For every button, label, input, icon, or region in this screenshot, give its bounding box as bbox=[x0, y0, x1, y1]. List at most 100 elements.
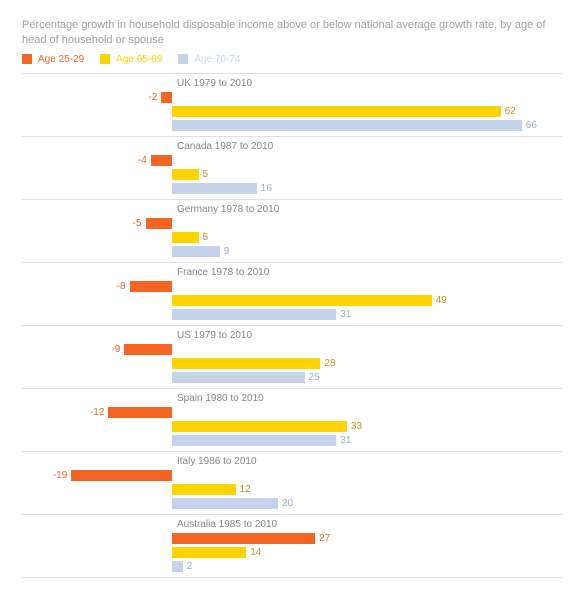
bar-row: 49 bbox=[22, 294, 562, 307]
value-label: -12 bbox=[90, 406, 104, 419]
value-label: 62 bbox=[505, 105, 516, 118]
chart-title: Percentage growth in household disposabl… bbox=[22, 18, 562, 48]
bar bbox=[172, 484, 236, 495]
value-label: -8 bbox=[117, 280, 126, 293]
value-label: 25 bbox=[309, 371, 320, 384]
bar bbox=[172, 372, 305, 383]
legend-swatch bbox=[22, 54, 32, 64]
value-label: 27 bbox=[319, 532, 330, 545]
bar-row: 14 bbox=[22, 546, 562, 559]
bar bbox=[172, 561, 183, 572]
bar bbox=[172, 309, 336, 320]
bar bbox=[172, 246, 220, 257]
chart-group: France 1978 to 2010 -8 49 31 bbox=[22, 262, 562, 325]
legend-item-70-74: Age 70-74 bbox=[178, 54, 240, 65]
bar bbox=[172, 421, 347, 432]
value-label: -19 bbox=[53, 469, 67, 482]
group-label: Canada 1987 to 2010 bbox=[177, 141, 562, 152]
bar bbox=[172, 547, 246, 558]
group-label: Australia 1985 to 2010 bbox=[177, 519, 562, 530]
chart-group: UK 1979 to 2010 -2 62 66 bbox=[22, 73, 562, 136]
bar-row: -19 bbox=[22, 469, 562, 482]
legend-label: Age 70-74 bbox=[194, 54, 240, 65]
bar bbox=[124, 344, 172, 355]
group-label: UK 1979 to 2010 bbox=[177, 78, 562, 89]
bar-row: 31 bbox=[22, 434, 562, 447]
group-label: US 1979 to 2010 bbox=[177, 330, 562, 341]
value-label: 12 bbox=[240, 483, 251, 496]
bar bbox=[108, 407, 172, 418]
chart-group: Italy 1986 to 2010 -19 12 20 bbox=[22, 451, 562, 514]
bar bbox=[172, 169, 199, 180]
chart-group: Spain 1980 to 2010 -12 3331 bbox=[22, 388, 562, 451]
bar bbox=[172, 120, 522, 131]
bar-row: 28 bbox=[22, 357, 562, 370]
bar bbox=[172, 498, 278, 509]
bar-row: 25 bbox=[22, 371, 562, 384]
legend-swatch bbox=[100, 54, 110, 64]
chart-group: Australia 1985 to 2010 27 14 2 bbox=[22, 514, 562, 578]
bar-row: 5 bbox=[22, 231, 562, 244]
value-label: 31 bbox=[340, 434, 351, 447]
value-label: 28 bbox=[324, 357, 335, 370]
bar-row: 20 bbox=[22, 497, 562, 510]
bar bbox=[172, 435, 336, 446]
value-label: 14 bbox=[250, 546, 261, 559]
value-label: 33 bbox=[351, 420, 362, 433]
bar-row: -8 bbox=[22, 280, 562, 293]
bar-chart: UK 1979 to 2010 -2 62 66 Canada 1987 to 2010… bbox=[22, 73, 562, 578]
chart-container: Percentage growth in household disposabl… bbox=[0, 0, 584, 590]
value-label: 20 bbox=[282, 497, 293, 510]
bar bbox=[172, 533, 315, 544]
chart-group: US 1979 to 2010 -9 28 25 bbox=[22, 325, 562, 388]
value-label: 31 bbox=[340, 308, 351, 321]
bar-row: -2 bbox=[22, 91, 562, 104]
bar-row: -5 bbox=[22, 217, 562, 230]
legend: Age 25-29 Age 65-69 Age 70-74 bbox=[22, 54, 562, 65]
bar-row: 31 bbox=[22, 308, 562, 321]
value-label: 66 bbox=[526, 119, 537, 132]
group-label: Italy 1986 to 2010 bbox=[177, 456, 562, 467]
legend-swatch bbox=[178, 54, 188, 64]
bar bbox=[130, 281, 172, 292]
value-label: -5 bbox=[133, 217, 142, 230]
bar bbox=[151, 155, 172, 166]
bar-row: 62 bbox=[22, 105, 562, 118]
bar bbox=[146, 218, 173, 229]
bar-row: 2 bbox=[22, 560, 562, 573]
group-label: Germany 1978 to 2010 bbox=[177, 204, 562, 215]
legend-item-25-29: Age 25-29 bbox=[22, 54, 84, 65]
bar bbox=[71, 470, 172, 481]
value-label: 9 bbox=[224, 245, 230, 258]
bar bbox=[172, 183, 257, 194]
legend-label: Age 25-29 bbox=[38, 54, 84, 65]
bar bbox=[161, 92, 172, 103]
bar-row: -4 bbox=[22, 154, 562, 167]
bar-row: 5 bbox=[22, 168, 562, 181]
bar bbox=[172, 106, 501, 117]
chart-group: Germany 1978 to 2010 -5 5 9 bbox=[22, 199, 562, 262]
bar-row: 66 bbox=[22, 119, 562, 132]
bar-row: 16 bbox=[22, 182, 562, 195]
value-label: 49 bbox=[436, 294, 447, 307]
chart-group: Canada 1987 to 2010 -4 5 16 bbox=[22, 136, 562, 199]
bar bbox=[172, 295, 432, 306]
legend-item-65-69: Age 65-69 bbox=[100, 54, 162, 65]
group-label: Spain 1980 to 2010 bbox=[177, 393, 562, 404]
value-label: -2 bbox=[148, 91, 157, 104]
bar-row: 33 bbox=[22, 420, 562, 433]
value-label: -9 bbox=[111, 343, 120, 356]
value-label: -4 bbox=[138, 154, 147, 167]
value-label: 2 bbox=[187, 560, 193, 573]
group-label: France 1978 to 2010 bbox=[177, 267, 562, 278]
legend-label: Age 65-69 bbox=[116, 54, 162, 65]
bar bbox=[172, 358, 320, 369]
value-label: 5 bbox=[203, 168, 209, 181]
bar-row: -12 bbox=[22, 406, 562, 419]
bar-row: 9 bbox=[22, 245, 562, 258]
bar-row: 27 bbox=[22, 532, 562, 545]
value-label: 16 bbox=[261, 182, 272, 195]
bar bbox=[172, 232, 199, 243]
value-label: 5 bbox=[203, 231, 209, 244]
bar-row: 12 bbox=[22, 483, 562, 496]
